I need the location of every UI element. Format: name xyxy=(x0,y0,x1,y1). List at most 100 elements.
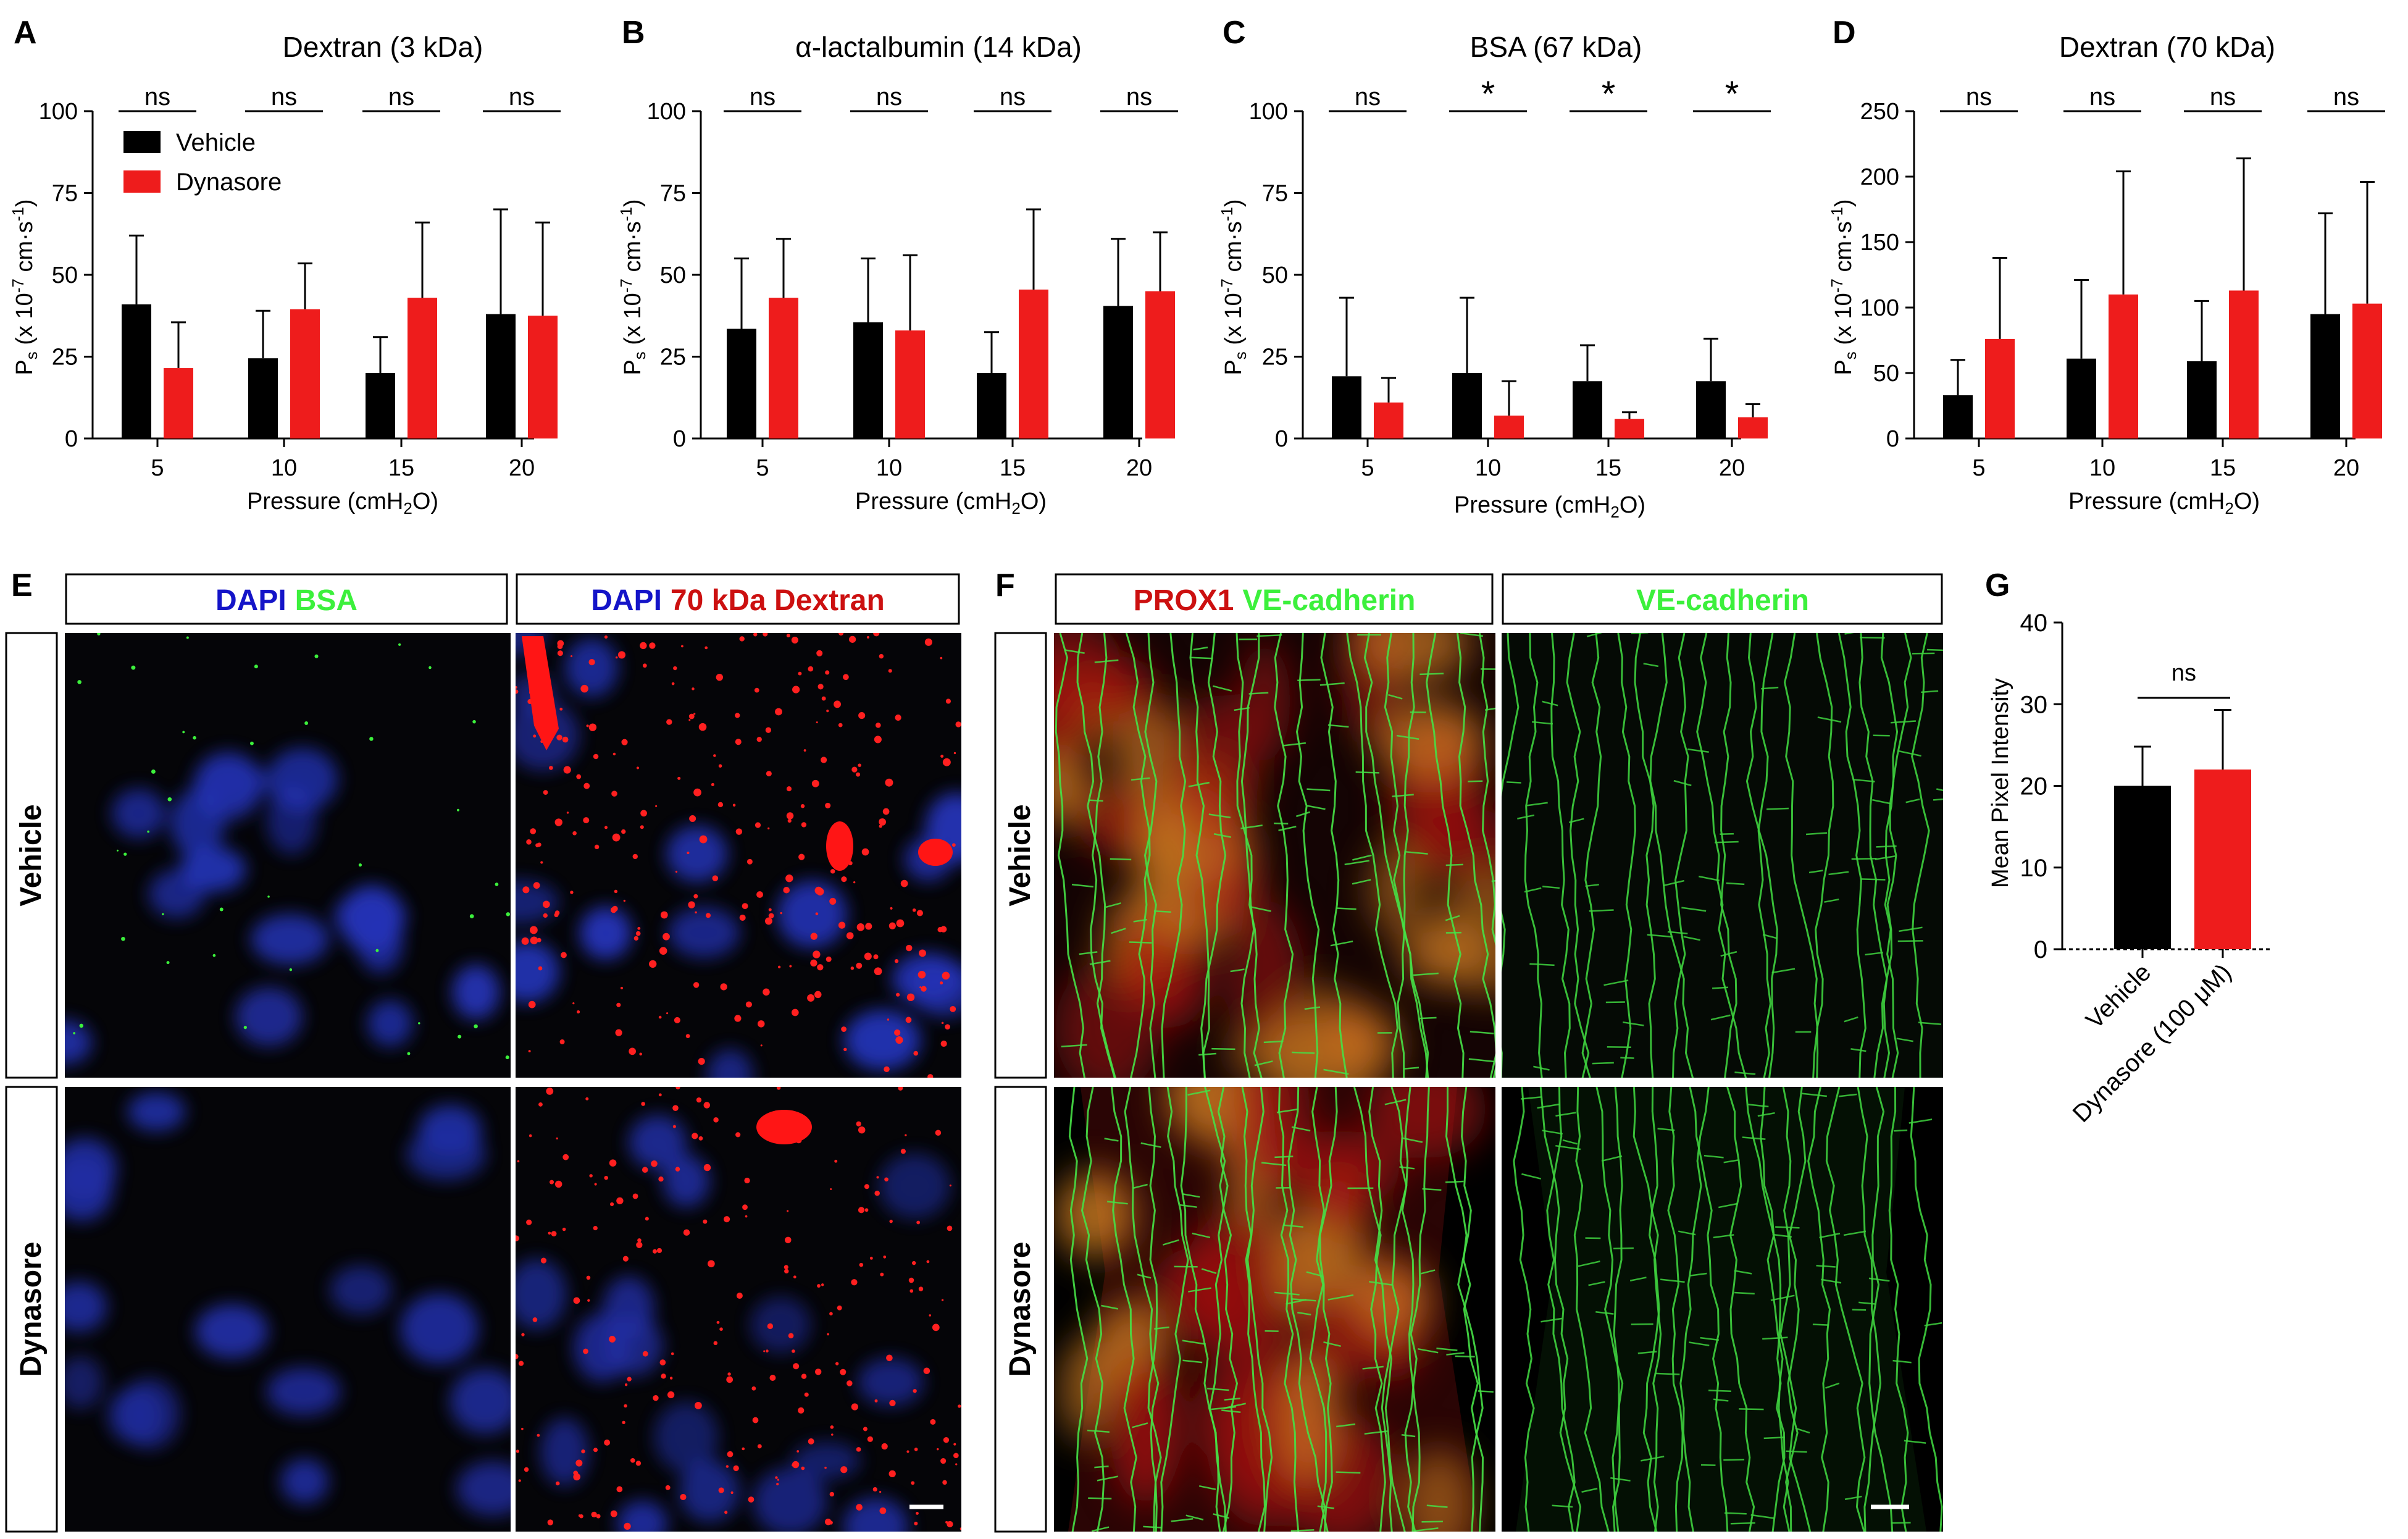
chart-d-sig-label: ns xyxy=(1966,83,1992,111)
chart-b-sig-label: ns xyxy=(750,83,775,111)
chart-b-xtick-label: 20 xyxy=(1126,455,1152,481)
panel-letter-c: C xyxy=(1223,15,1246,51)
chart-a-bar-dynasore xyxy=(290,309,320,438)
panel-letter-b: B xyxy=(622,15,645,51)
chart-d-ytick-label: 50 xyxy=(1873,361,1899,387)
chart-g-ytick-label: 10 xyxy=(2020,855,2048,882)
chart-b-xtick-label: 5 xyxy=(756,455,769,481)
panel-e-row-label-dynasore: Dynasore xyxy=(15,1242,48,1377)
chart-g-ytick-label: 0 xyxy=(2034,936,2047,963)
chart-d-xtick-label: 5 xyxy=(1972,455,1985,481)
chart-d-xtick-label: 20 xyxy=(2333,455,2359,481)
chart-d-sig-label: ns xyxy=(2089,83,2115,111)
chart-d-title: Dextran (70 kDa) xyxy=(2059,31,2275,63)
chart-c-bar-vehicle xyxy=(1573,381,1602,438)
chart-b-xlabel: Pressure (cmH2O) xyxy=(855,489,1047,518)
chart-d-xtick-label: 15 xyxy=(2210,455,2236,481)
chart-c-ytick-label: 25 xyxy=(1262,345,1288,371)
chart-c-bar-dynasore xyxy=(1738,417,1768,438)
svg-text:Ps (x 10-7 cm·s-1): Ps (x 10-7 cm·s-1) xyxy=(617,199,649,375)
chart-g-xtick-label: Dynasore (100 μM) xyxy=(2068,958,2237,1128)
panel-letter-g: G xyxy=(1985,568,2010,603)
chart-d-bar-dynasore xyxy=(2109,294,2138,438)
panel-letter-d: D xyxy=(1833,15,1856,51)
panel-letter-f: F xyxy=(995,568,1015,603)
chart-d: 0 50 100 150 200 250 5 ns 10 ns 15 ns 20 ns xyxy=(1860,83,2385,481)
panel-e-header-2-box xyxy=(516,573,960,625)
chart-a-bar-dynasore xyxy=(528,316,558,438)
micrograph-e-vehicle-bsa xyxy=(65,633,511,1078)
micrograph-f-vehicle-vecadherin xyxy=(1502,633,1943,1078)
panel-f-header-2-box xyxy=(1502,573,1943,625)
chart-b-bar-dynasore xyxy=(769,298,798,438)
chart-a-xtick-label: 5 xyxy=(151,455,164,481)
chart-d-ylabel: Ps (x 10-7 cm·s-1) xyxy=(1828,199,1860,375)
chart-d-xlabel: Pressure (cmH2O) xyxy=(2068,489,2260,518)
chart-c-bar-dynasore xyxy=(1374,402,1403,438)
chart-c-xtick-label: 20 xyxy=(1719,455,1745,481)
chart-a-xtick-label: 20 xyxy=(509,455,535,481)
panel-f-row-label-dynasore: Dynasore xyxy=(1004,1242,1037,1377)
chart-d-ytick-label: 250 xyxy=(1860,99,1899,125)
panel-e-header-1-box xyxy=(65,573,508,625)
chart-c-bar-dynasore xyxy=(1494,415,1524,438)
chart-a-bar-vehicle xyxy=(122,304,151,438)
chart-c-sig-label: * xyxy=(1481,74,1495,114)
chart-b-ytick-label: 75 xyxy=(660,181,686,207)
chart-b-sig-label: ns xyxy=(1000,83,1026,111)
chart-c-bar-vehicle xyxy=(1332,376,1361,438)
chart-a-ytick-label: 25 xyxy=(52,345,78,371)
micrograph-e-dynasore-dextran xyxy=(516,1087,961,1532)
chart-a-sig-label: ns xyxy=(271,83,297,111)
chart-c-ytick-label: 0 xyxy=(1275,426,1288,452)
chart-b-xtick-label: 15 xyxy=(1000,455,1026,481)
legend: Vehicle Dynasore xyxy=(123,129,282,196)
chart-c-xtick-label: 15 xyxy=(1595,455,1621,481)
panel-f-header-1: PROX1 VE-cadherin xyxy=(1134,584,1416,617)
chart-c-bar-dynasore xyxy=(1615,419,1644,438)
chart-c-ytick-label: 75 xyxy=(1262,181,1288,207)
chart-a-ytick-label: 0 xyxy=(65,426,78,452)
chart-d-bar-dynasore xyxy=(1985,338,2015,438)
chart-d-ytick-label: 100 xyxy=(1860,295,1899,321)
chart-a-title: Dextran (3 kDa) xyxy=(283,31,483,63)
micrograph-f-dynasore-merge xyxy=(1054,1087,1495,1532)
chart-g-sig-label: ns xyxy=(2172,660,2196,686)
chart-a-ylabel: Ps (x 10-7 cm·s-1) xyxy=(9,199,41,375)
chart-g-bar-dynasore xyxy=(2194,770,2251,949)
chart-b-sig-label: ns xyxy=(1126,83,1152,111)
chart-g-ytick-label: 40 xyxy=(2020,610,2048,637)
panel-e-row-label-box-dynasore xyxy=(5,1086,58,1533)
panel-f-row-label-box-vehicle xyxy=(994,632,1047,1079)
chart-d-ytick-label: 0 xyxy=(1886,426,1899,452)
chart-b-ytick-label: 100 xyxy=(647,99,686,125)
chart-b-bar-dynasore xyxy=(1145,291,1175,438)
panel-f-header-1-box xyxy=(1055,573,1494,625)
legend-swatch-vehicle xyxy=(123,131,161,153)
chart-a-bar-dynasore xyxy=(164,368,193,438)
panel-letter-a: A xyxy=(14,15,37,51)
chart-d-bar-dynasore xyxy=(2352,303,2382,438)
chart-b: 0 25 50 75 100 5 ns 10 ns 15 ns 20 ns xyxy=(647,83,1178,481)
chart-c-xtick-label: 5 xyxy=(1361,455,1374,481)
chart-c-ylabel: Ps (x 10-7 cm·s-1) xyxy=(1218,199,1250,375)
chart-b-bar-vehicle xyxy=(853,322,883,438)
legend-label-vehicle: Vehicle xyxy=(176,129,256,156)
chart-c-sig-label: * xyxy=(1725,74,1739,114)
panel-f-row-label-box-dynasore xyxy=(994,1086,1047,1533)
legend-swatch-dynasore xyxy=(123,170,161,193)
panel-e-row-label-box-vehicle xyxy=(5,632,58,1079)
chart-b-ytick-label: 50 xyxy=(660,262,686,288)
chart-a-xlabel: Pressure (cmH2O) xyxy=(247,489,438,518)
chart-a-sig-label: ns xyxy=(509,83,535,111)
chart-c-sig-label: ns xyxy=(1355,83,1381,111)
chart-d-bar-vehicle xyxy=(2067,358,2096,438)
chart-c-xlabel: Pressure (cmH2O) xyxy=(1454,492,1645,521)
chart-b-xtick-label: 10 xyxy=(876,455,902,481)
chart-d-bar-vehicle xyxy=(1943,395,1973,438)
chart-b-ylabel: Ps (x 10-7 cm·s-1) xyxy=(617,199,649,375)
svg-text:Ps (x 10-7 cm·s-1): Ps (x 10-7 cm·s-1) xyxy=(1828,199,1860,375)
svg-text:Ps (x 10-7 cm·s-1): Ps (x 10-7 cm·s-1) xyxy=(1218,199,1250,375)
